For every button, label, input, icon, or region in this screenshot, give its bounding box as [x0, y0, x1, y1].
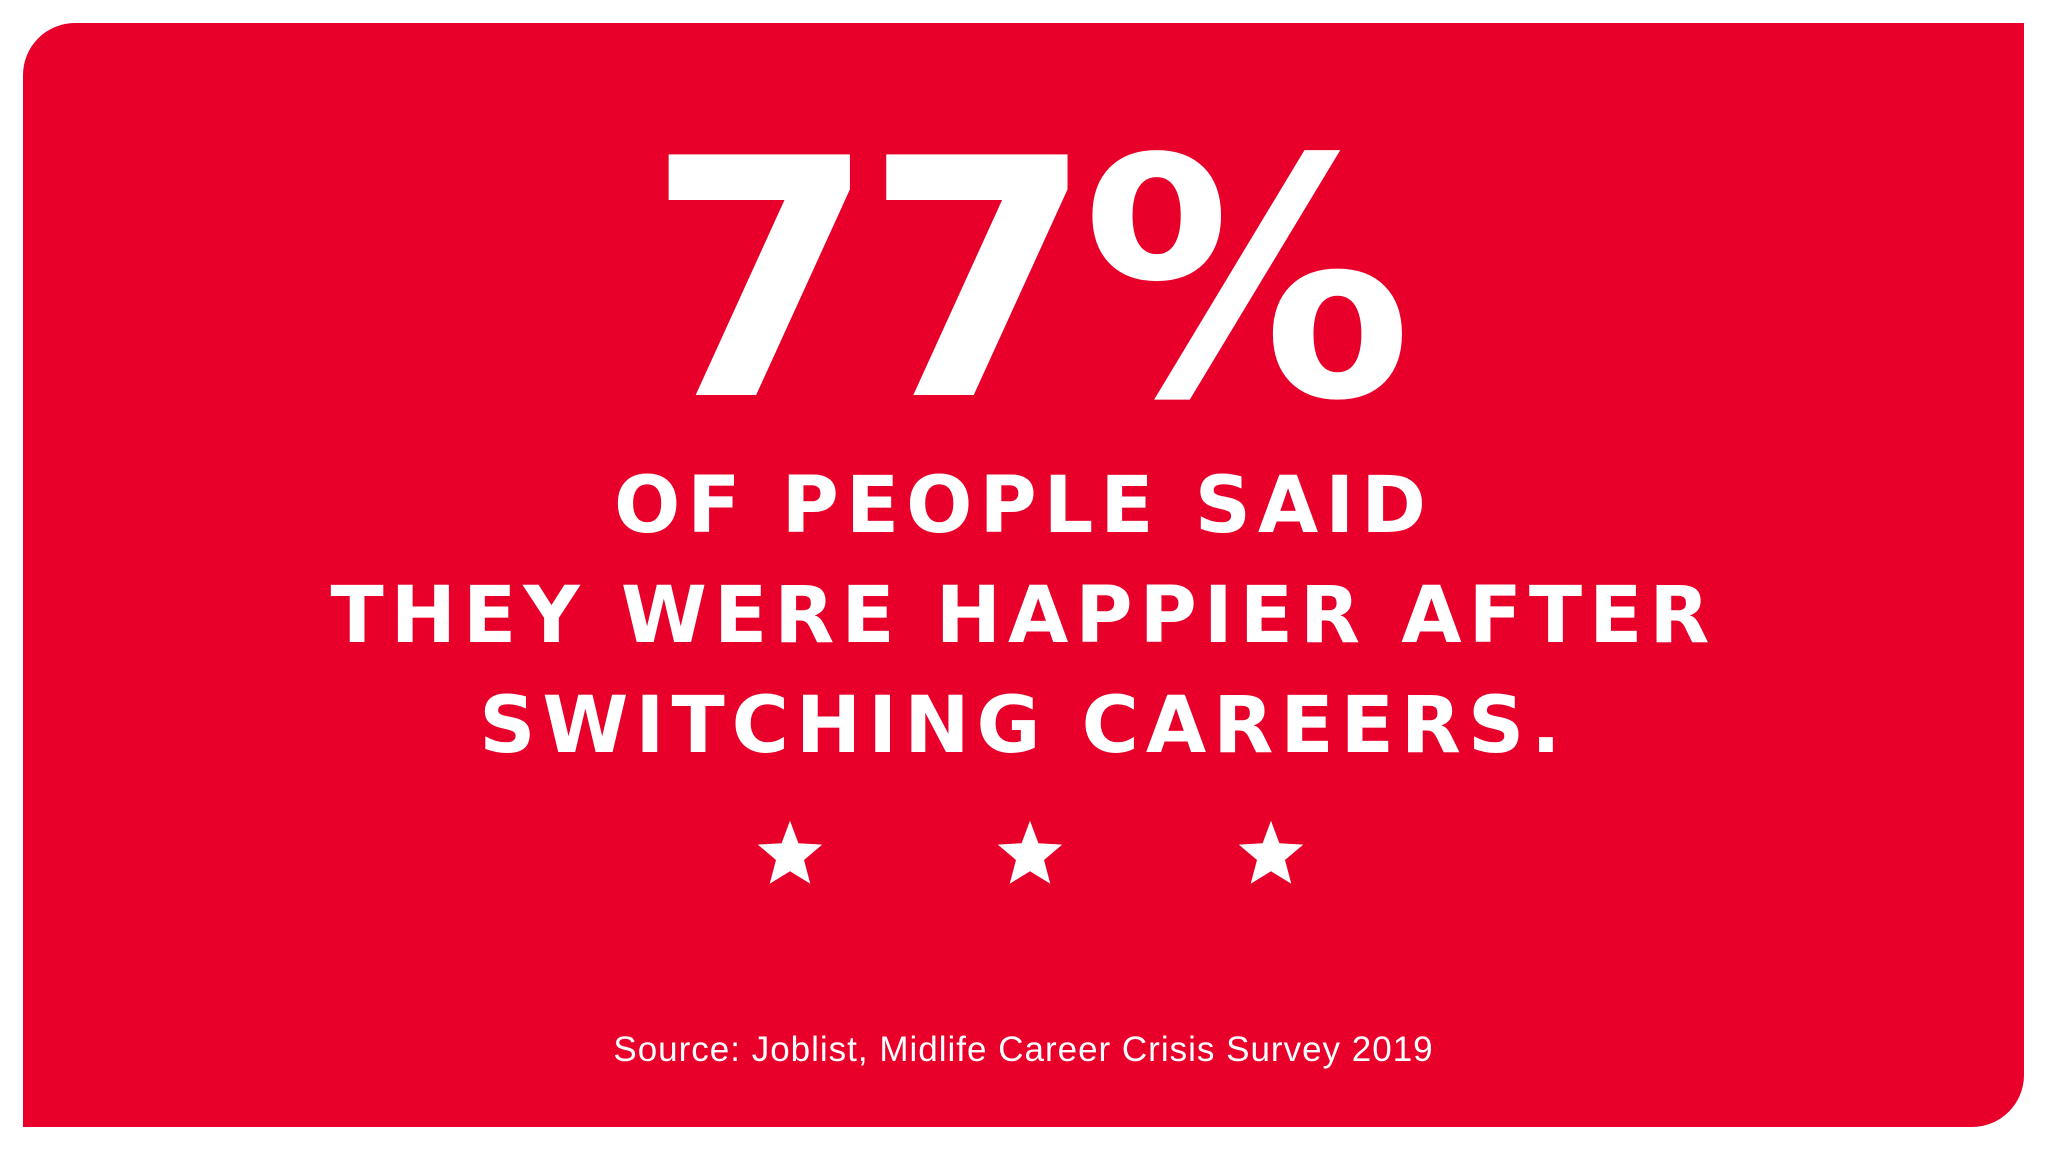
stat-percentage: 77% — [646, 89, 1413, 473]
stat-card: 77% OF PEOPLE SAID THEY WERE HAPPIER AFT… — [23, 23, 2024, 1127]
star-divider — [23, 818, 2024, 898]
headline-line-1: OF PEOPLE SAID — [613, 461, 1434, 551]
star-icon — [1236, 818, 1306, 888]
headline-line-2: THEY WERE HAPPIER AFTER — [330, 571, 1717, 661]
source-citation: Source: Joblist, Midlife Career Crisis S… — [613, 1030, 1434, 1069]
headline-line-3: SWITCHING CAREERS. — [479, 681, 1568, 771]
star-icon — [755, 818, 825, 888]
star-icon — [995, 818, 1065, 888]
